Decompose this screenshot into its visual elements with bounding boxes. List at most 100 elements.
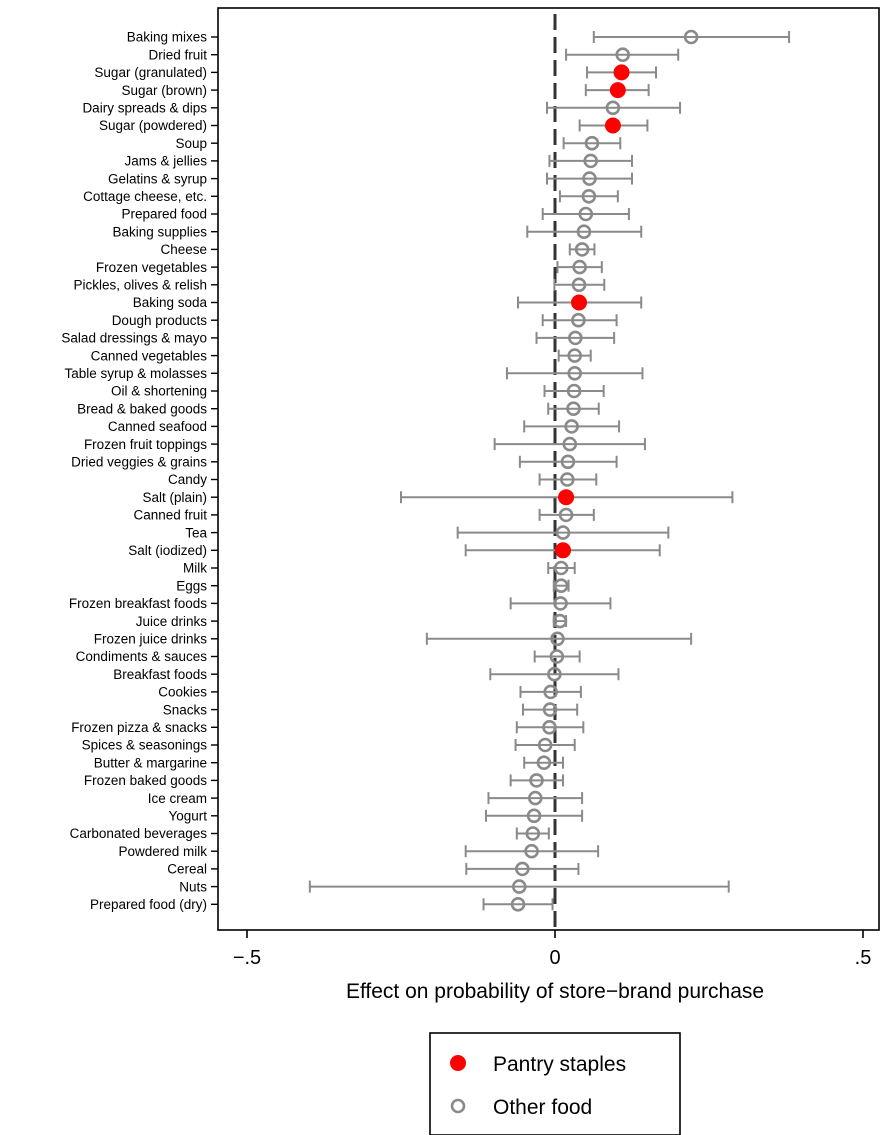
point-estimate-pantry [609, 82, 626, 99]
point-estimate-other [568, 330, 583, 346]
category-label: Cheese [160, 242, 207, 257]
point-estimate-other [566, 401, 581, 417]
category-label: Prepared food [121, 207, 207, 222]
point-estimate-other [552, 613, 568, 629]
category-label: Candy [168, 472, 207, 487]
point-estimate-other [567, 365, 583, 381]
legend-box [429, 1032, 681, 1135]
point-estimate-other [526, 808, 542, 824]
category-label: Breakfast foods [113, 667, 207, 682]
point-estimate-other [553, 596, 568, 611]
point-estimate-other [515, 861, 530, 877]
category-label: Salt (plain) [142, 490, 207, 505]
category-label: Nuts [179, 879, 207, 894]
x-tick-label: 0 [549, 947, 560, 969]
point-estimate-pantry [555, 542, 572, 559]
category-label: Soup [175, 136, 207, 151]
category-label: Canned fruit [133, 508, 207, 523]
point-estimate-pantry [571, 294, 588, 311]
category-label: Salt (iodized) [128, 543, 207, 558]
category-label: Table syrup & molasses [64, 366, 207, 381]
plot-frame [217, 7, 880, 931]
point-estimate-other [542, 719, 557, 735]
point-estimate-other [560, 454, 576, 470]
category-label: Yogurt [168, 809, 207, 824]
category-label: Canned vegetables [91, 348, 208, 363]
category-label: Carbonated beverages [70, 826, 208, 841]
point-estimate-other [543, 684, 558, 700]
point-estimate-other [525, 826, 541, 841]
point-estimate-other [524, 843, 539, 859]
category-label: Powdered milk [118, 844, 207, 859]
category-label: Sugar (powdered) [99, 118, 207, 133]
point-estimate-other [571, 312, 586, 328]
point-estimate-other [542, 702, 558, 717]
category-label: Milk [183, 561, 207, 576]
category-label: Sugar (granulated) [94, 65, 207, 80]
point-estimate-other [584, 135, 600, 151]
category-label: Pickles, olives & relish [73, 278, 207, 293]
category-label: Dried fruit [148, 47, 207, 62]
legend: Pantry staples Other food [429, 1032, 681, 1135]
point-estimate-other [683, 29, 699, 45]
point-estimate-other [553, 560, 569, 576]
category-label: Frozen juice drinks [94, 632, 208, 647]
point-estimate-other [605, 100, 621, 116]
point-estimate-other [549, 649, 565, 664]
legend-label-other: Other food [493, 1096, 592, 1119]
category-label: Sugar (brown) [121, 83, 207, 98]
point-estimate-other [529, 773, 544, 788]
point-estimate-other [566, 383, 582, 399]
point-estimate-other [555, 525, 571, 540]
point-estimate-pantry [613, 64, 630, 81]
point-estimate-other [578, 206, 594, 222]
category-label: Frozen vegetables [96, 260, 207, 275]
category-label: Jams & jellies [124, 154, 207, 169]
point-estimate-pantry [604, 117, 621, 134]
point-estimate-other [558, 507, 574, 523]
point-estimate-other [550, 631, 565, 647]
category-label: Gelatins & syrup [108, 171, 207, 186]
point-estimate-other [576, 224, 592, 239]
category-label: Frozen baked goods [84, 773, 207, 788]
category-label: Dough products [112, 313, 208, 328]
category-label: Frozen pizza & snacks [71, 720, 207, 735]
category-label: Canned seafood [108, 419, 207, 434]
category-label: Eggs [176, 578, 207, 593]
category-label: Bread & baked goods [77, 401, 207, 416]
point-estimate-other [560, 472, 575, 487]
category-label: Oil & shortening [111, 384, 207, 399]
category-label: Frozen fruit toppings [84, 437, 207, 452]
category-label: Tea [185, 525, 207, 540]
category-label: Juice drinks [136, 614, 208, 629]
category-label: Condiments & sauces [76, 649, 208, 664]
point-estimate-other [510, 896, 526, 912]
point-estimate-other [527, 790, 543, 806]
category-label: Butter & margarine [94, 755, 207, 770]
point-estimate-other [581, 189, 597, 204]
category-label: Cereal [167, 862, 207, 877]
legend-label-pantry: Pantry staples [493, 1053, 626, 1076]
category-label: Spices & seasonings [82, 738, 208, 753]
point-estimate-other [536, 755, 552, 771]
category-label: Prepared food (dry) [90, 897, 207, 912]
point-estimate-other [615, 47, 631, 63]
category-label: Salad dressings & mayo [61, 331, 207, 346]
category-label: Baking mixes [127, 30, 208, 45]
point-estimate-pantry [558, 489, 575, 506]
point-estimate-other [583, 153, 599, 169]
point-estimate-other [553, 578, 569, 594]
legend-marker-pantry [450, 1055, 466, 1071]
point-estimate-other [582, 171, 597, 186]
category-label: Cottage cheese, etc. [83, 189, 207, 204]
category-label: Dried veggies & grains [71, 455, 207, 470]
category-label: Baking soda [133, 295, 208, 310]
category-label: Baking supplies [112, 224, 207, 239]
x-tick-label: −.5 [233, 947, 261, 969]
point-estimate-other [564, 419, 579, 434]
x-tick-label: .5 [855, 947, 872, 969]
point-estimate-other [574, 242, 590, 257]
category-label: Ice cream [148, 791, 207, 806]
point-estimate-other [537, 737, 553, 753]
